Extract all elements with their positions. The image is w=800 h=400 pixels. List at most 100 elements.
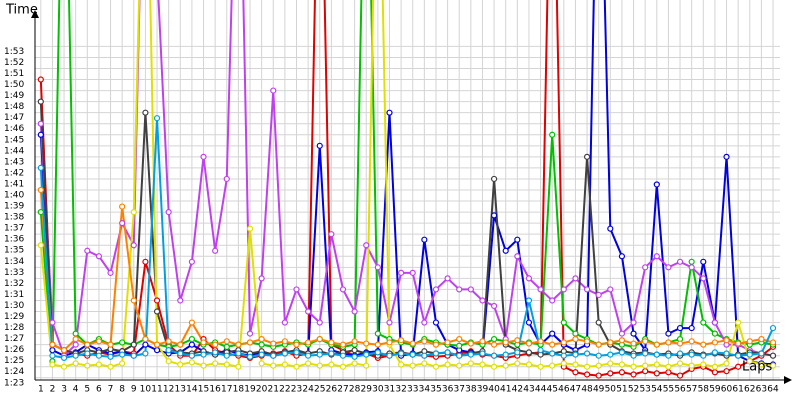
data-point	[444, 275, 451, 282]
data-point	[351, 338, 358, 345]
y-tick-label: 1:29	[4, 312, 24, 322]
x-tick-label: 23	[291, 385, 302, 395]
y-tick-label: 1:28	[4, 323, 24, 333]
data-point	[537, 363, 544, 370]
data-point	[316, 362, 323, 369]
x-tick-label: 22	[279, 385, 290, 395]
data-point	[374, 330, 381, 337]
data-point	[711, 369, 719, 376]
data-point	[490, 363, 498, 370]
data-point	[560, 339, 567, 346]
data-point	[84, 350, 91, 357]
data-point	[700, 319, 707, 326]
data-point	[200, 362, 207, 369]
data-point	[549, 131, 556, 138]
data-point	[676, 324, 684, 332]
data-point	[270, 340, 277, 347]
data-point	[711, 319, 719, 326]
data-point	[595, 362, 602, 369]
x-tick-label: 25	[314, 385, 325, 395]
data-point	[572, 330, 579, 337]
x-tick-label: 42	[512, 385, 523, 395]
data-point	[37, 98, 44, 105]
data-point	[723, 153, 730, 160]
data-point	[560, 360, 567, 367]
data-point	[525, 361, 533, 368]
data-point	[595, 352, 602, 359]
x-tick-label: 61	[732, 385, 743, 395]
data-point	[398, 361, 405, 368]
y-tick-label: 1:37	[4, 224, 24, 234]
data-point	[421, 319, 428, 326]
x-tick-label: 55	[663, 385, 674, 395]
x-tick-label: 48	[581, 385, 593, 395]
data-point	[607, 351, 614, 358]
data-point	[37, 208, 44, 216]
data-point	[107, 363, 114, 370]
data-point	[398, 350, 405, 357]
data-point	[467, 340, 474, 347]
data-point	[618, 337, 626, 344]
data-point	[200, 153, 207, 160]
x-tick-label: 7	[108, 385, 114, 395]
data-point	[665, 264, 672, 271]
data-point	[735, 352, 742, 359]
data-point	[618, 330, 626, 337]
data-point	[363, 362, 370, 369]
x-tick-label: 62	[744, 385, 755, 395]
data-point	[676, 360, 684, 367]
data-point	[444, 361, 451, 368]
data-point	[630, 340, 637, 347]
data-point	[328, 339, 335, 346]
data-point	[270, 87, 277, 94]
data-point	[270, 352, 277, 359]
data-point	[374, 264, 381, 271]
x-tick-label: 63	[756, 385, 767, 395]
y-tick-label: 1:49	[4, 91, 24, 101]
data-point	[549, 350, 556, 357]
data-point	[386, 339, 393, 346]
data-point	[607, 339, 614, 346]
data-point	[653, 361, 660, 368]
data-point	[560, 286, 567, 293]
y-tick-label: 1:42	[4, 168, 24, 178]
y-tick-label: 1:47	[4, 113, 24, 123]
data-point	[153, 297, 161, 304]
data-point	[583, 371, 591, 378]
data-point	[432, 286, 440, 293]
y-tick-label: 1:41	[4, 179, 24, 189]
data-point	[316, 319, 323, 326]
data-point	[700, 352, 707, 359]
data-point	[130, 208, 137, 216]
data-point	[316, 351, 323, 358]
x-tick-label: 44	[535, 385, 547, 395]
data-point	[328, 231, 335, 238]
data-point	[595, 291, 602, 299]
data-point	[37, 242, 44, 249]
data-point	[549, 330, 556, 337]
y-tick-label: 1:53	[4, 47, 24, 57]
y-tick-label: 1:46	[4, 124, 24, 134]
x-tick-label: 14	[186, 385, 198, 395]
data-point	[37, 186, 44, 194]
data-point	[421, 236, 428, 243]
data-point	[549, 297, 556, 304]
data-point	[595, 341, 602, 348]
data-point	[711, 349, 719, 356]
data-point	[153, 341, 161, 348]
data-point	[723, 350, 730, 357]
data-point	[386, 319, 393, 326]
y-tick-label: 1:36	[4, 235, 24, 245]
data-point	[119, 339, 126, 346]
data-point	[281, 361, 288, 368]
data-point	[525, 340, 533, 347]
data-point	[49, 319, 56, 326]
data-point	[583, 363, 591, 370]
data-point	[665, 339, 672, 346]
data-point	[188, 336, 196, 343]
data-point	[688, 264, 695, 271]
y-tick-label: 1:26	[4, 345, 24, 355]
data-point	[769, 362, 777, 369]
data-point	[374, 341, 381, 348]
data-point	[60, 354, 68, 362]
